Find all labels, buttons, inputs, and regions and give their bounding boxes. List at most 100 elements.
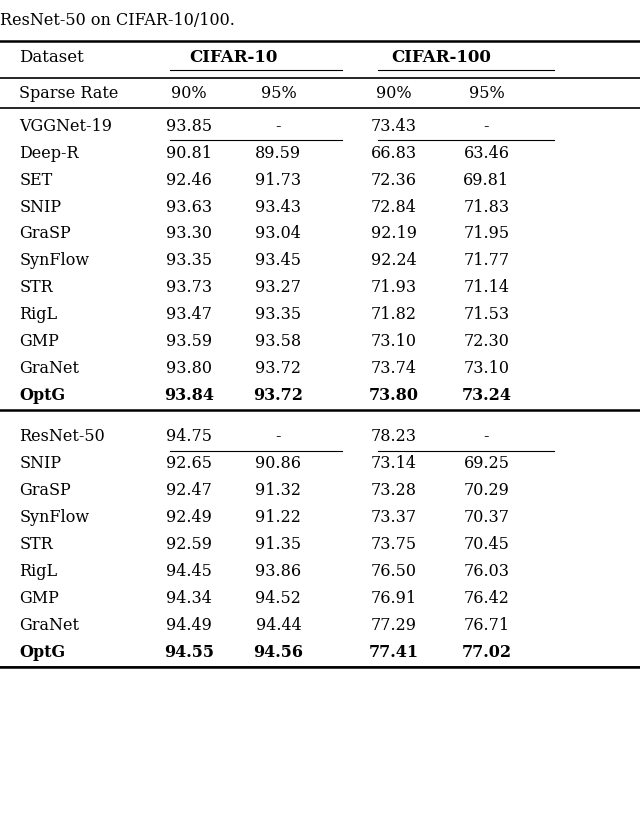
Text: 73.10: 73.10 [463,360,509,377]
Text: 93.86: 93.86 [255,563,301,580]
Text: ResNet-50: ResNet-50 [19,429,105,446]
Text: 70.29: 70.29 [463,482,509,500]
Text: GMP: GMP [19,590,59,607]
Text: 73.14: 73.14 [371,456,417,473]
Text: 90.81: 90.81 [166,145,212,161]
Text: SynFlow: SynFlow [19,509,90,526]
Text: 70.37: 70.37 [463,509,509,526]
Text: 71.95: 71.95 [463,226,509,242]
Text: 76.50: 76.50 [371,563,417,580]
Text: 76.91: 76.91 [371,590,417,607]
Text: 89.59: 89.59 [255,145,301,161]
Text: GMP: GMP [19,333,59,350]
Text: 92.49: 92.49 [166,509,212,526]
Text: 94.34: 94.34 [166,590,212,607]
Text: 93.72: 93.72 [253,387,303,403]
Text: 92.65: 92.65 [166,456,212,473]
Text: 73.10: 73.10 [371,333,417,350]
Text: GraSP: GraSP [19,482,71,500]
Text: 92.24: 92.24 [371,253,417,269]
Text: 93.43: 93.43 [255,199,301,215]
Text: 91.73: 91.73 [255,172,301,188]
Text: 93.58: 93.58 [255,333,301,350]
Text: 94.75: 94.75 [166,429,212,446]
Text: 71.82: 71.82 [371,306,417,323]
Text: 90%: 90% [376,86,412,102]
Text: 77.02: 77.02 [461,644,511,661]
Text: RigL: RigL [19,306,58,323]
Text: OptG: OptG [19,387,65,403]
Text: 73.24: 73.24 [461,387,511,403]
Text: 69.81: 69.81 [463,172,509,188]
Text: Deep-R: Deep-R [19,145,79,161]
Text: ResNet-50 on CIFAR-10/100.: ResNet-50 on CIFAR-10/100. [0,12,235,29]
Text: 93.35: 93.35 [166,253,212,269]
Text: 70.45: 70.45 [463,536,509,553]
Text: 93.47: 93.47 [166,306,212,323]
Text: 90.86: 90.86 [255,456,301,473]
Text: 93.04: 93.04 [255,226,301,242]
Text: 92.19: 92.19 [371,226,417,242]
Text: OptG: OptG [19,644,65,661]
Text: 77.29: 77.29 [371,617,417,634]
Text: 93.84: 93.84 [164,387,214,403]
Text: 92.46: 92.46 [166,172,212,188]
Text: 93.63: 93.63 [166,199,212,215]
Text: 73.43: 73.43 [371,118,417,134]
Text: GraNet: GraNet [19,617,79,634]
Text: 94.52: 94.52 [255,590,301,607]
Text: 91.32: 91.32 [255,482,301,500]
Text: 77.41: 77.41 [369,644,419,661]
Text: STR: STR [19,536,53,553]
Text: 76.03: 76.03 [463,563,509,580]
Text: 92.47: 92.47 [166,482,212,500]
Text: 94.45: 94.45 [166,563,212,580]
Text: 94.56: 94.56 [253,644,303,661]
Text: 93.80: 93.80 [166,360,212,377]
Text: 71.53: 71.53 [463,306,509,323]
Text: -: - [484,118,489,134]
Text: 94.55: 94.55 [164,644,214,661]
Text: RigL: RigL [19,563,58,580]
Text: 93.35: 93.35 [255,306,301,323]
Text: Dataset: Dataset [19,49,84,65]
Text: 93.45: 93.45 [255,253,301,269]
Text: SynFlow: SynFlow [19,253,90,269]
Text: 93.72: 93.72 [255,360,301,377]
Text: -: - [484,429,489,446]
Text: 72.84: 72.84 [371,199,417,215]
Text: 90%: 90% [171,86,207,102]
Text: 73.74: 73.74 [371,360,417,377]
Text: 76.42: 76.42 [463,590,509,607]
Text: 66.83: 66.83 [371,145,417,161]
Text: CIFAR-10: CIFAR-10 [189,49,278,65]
Text: 95%: 95% [468,86,504,102]
Text: 93.85: 93.85 [166,118,212,134]
Text: 71.77: 71.77 [463,253,509,269]
Text: -: - [276,118,281,134]
Text: 71.14: 71.14 [463,280,509,296]
Text: SET: SET [19,172,52,188]
Text: GraSP: GraSP [19,226,71,242]
Text: VGGNet-19: VGGNet-19 [19,118,112,134]
Text: -: - [276,429,281,446]
Text: SNIP: SNIP [19,456,61,473]
Text: GraNet: GraNet [19,360,79,377]
Text: 73.75: 73.75 [371,536,417,553]
Text: 93.30: 93.30 [166,226,212,242]
Text: Sparse Rate: Sparse Rate [19,86,118,102]
Text: 73.80: 73.80 [369,387,419,403]
Text: 73.28: 73.28 [371,482,417,500]
Text: 71.83: 71.83 [463,199,509,215]
Text: 92.59: 92.59 [166,536,212,553]
Text: 94.44: 94.44 [255,617,301,634]
Text: 71.93: 71.93 [371,280,417,296]
Text: 91.35: 91.35 [255,536,301,553]
Text: 78.23: 78.23 [371,429,417,446]
Text: 72.30: 72.30 [463,333,509,350]
Text: 91.22: 91.22 [255,509,301,526]
Text: 69.25: 69.25 [463,456,509,473]
Text: 93.59: 93.59 [166,333,212,350]
Text: STR: STR [19,280,53,296]
Text: 76.71: 76.71 [463,617,509,634]
